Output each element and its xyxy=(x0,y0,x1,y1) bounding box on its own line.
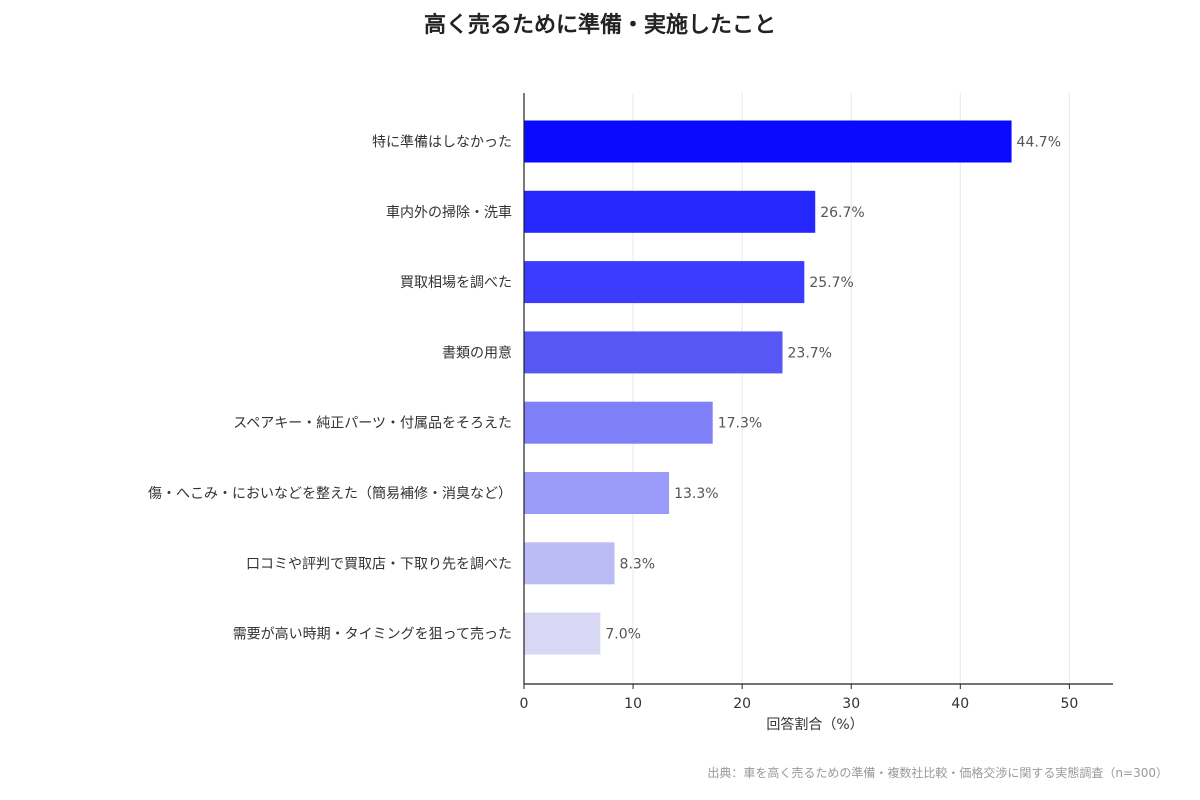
value-label: 17.3% xyxy=(718,416,762,432)
x-tick-label: 40 xyxy=(951,696,969,712)
x-ticks: 0 10 20 30 40 50 xyxy=(520,684,1078,712)
category-label: 車内外の掃除・洗車 xyxy=(386,204,512,221)
category-label: 口コミや評判で買取店・下取り先を調べた xyxy=(246,556,512,572)
x-tick-label: 50 xyxy=(1060,696,1078,712)
value-labels: 44.7% 26.7% 25.7% 23.7% 17.3% 13.3% 8.3% 7.0% xyxy=(605,135,1061,643)
bar xyxy=(524,542,615,585)
bar xyxy=(524,331,783,374)
bar xyxy=(524,472,670,514)
source-note: 出典：車を高く売るための準備・複数社比較・価格交渉に関する実態調査（n=300） xyxy=(707,765,1168,780)
x-axis-label: 回答割合（%） xyxy=(766,716,863,733)
value-label: 7.0% xyxy=(605,627,641,643)
category-label: 傷・へこみ・においなどを整えた（簡易補修・消臭など） xyxy=(148,486,512,502)
chart-title: 高く売るために準備・実施したこと xyxy=(424,12,776,38)
value-label: 13.3% xyxy=(674,486,718,502)
bar xyxy=(524,190,816,233)
category-label: 買取相場を調べた xyxy=(400,275,512,291)
category-labels: 特に準備はしなかった車内外の掃除・洗車買取相場を調べた書類の用意スペアキー・純正… xyxy=(148,135,512,643)
x-tick-label: 0 xyxy=(520,696,529,712)
gridlines xyxy=(632,93,1070,684)
bar xyxy=(524,120,1012,163)
value-label: 25.7% xyxy=(809,275,853,291)
bar xyxy=(524,401,713,444)
bar xyxy=(524,612,601,655)
value-label: 44.7% xyxy=(1017,135,1061,151)
bar xyxy=(524,261,805,304)
x-tick-label: 30 xyxy=(842,696,860,712)
x-tick-label: 10 xyxy=(624,696,642,712)
value-label: 26.7% xyxy=(820,205,864,221)
x-tick-label: 20 xyxy=(733,696,751,712)
value-label: 23.7% xyxy=(788,345,832,361)
value-label: 8.3% xyxy=(620,556,656,572)
bars xyxy=(524,120,1012,655)
category-label: 書類の用意 xyxy=(442,344,512,361)
category-label: 特に準備はしなかった xyxy=(372,135,512,151)
category-label: スペアキー・純正パーツ・付属品をそろえた xyxy=(233,416,512,432)
category-label: 需要が高い時期・タイミングを狙って売った xyxy=(233,626,512,643)
